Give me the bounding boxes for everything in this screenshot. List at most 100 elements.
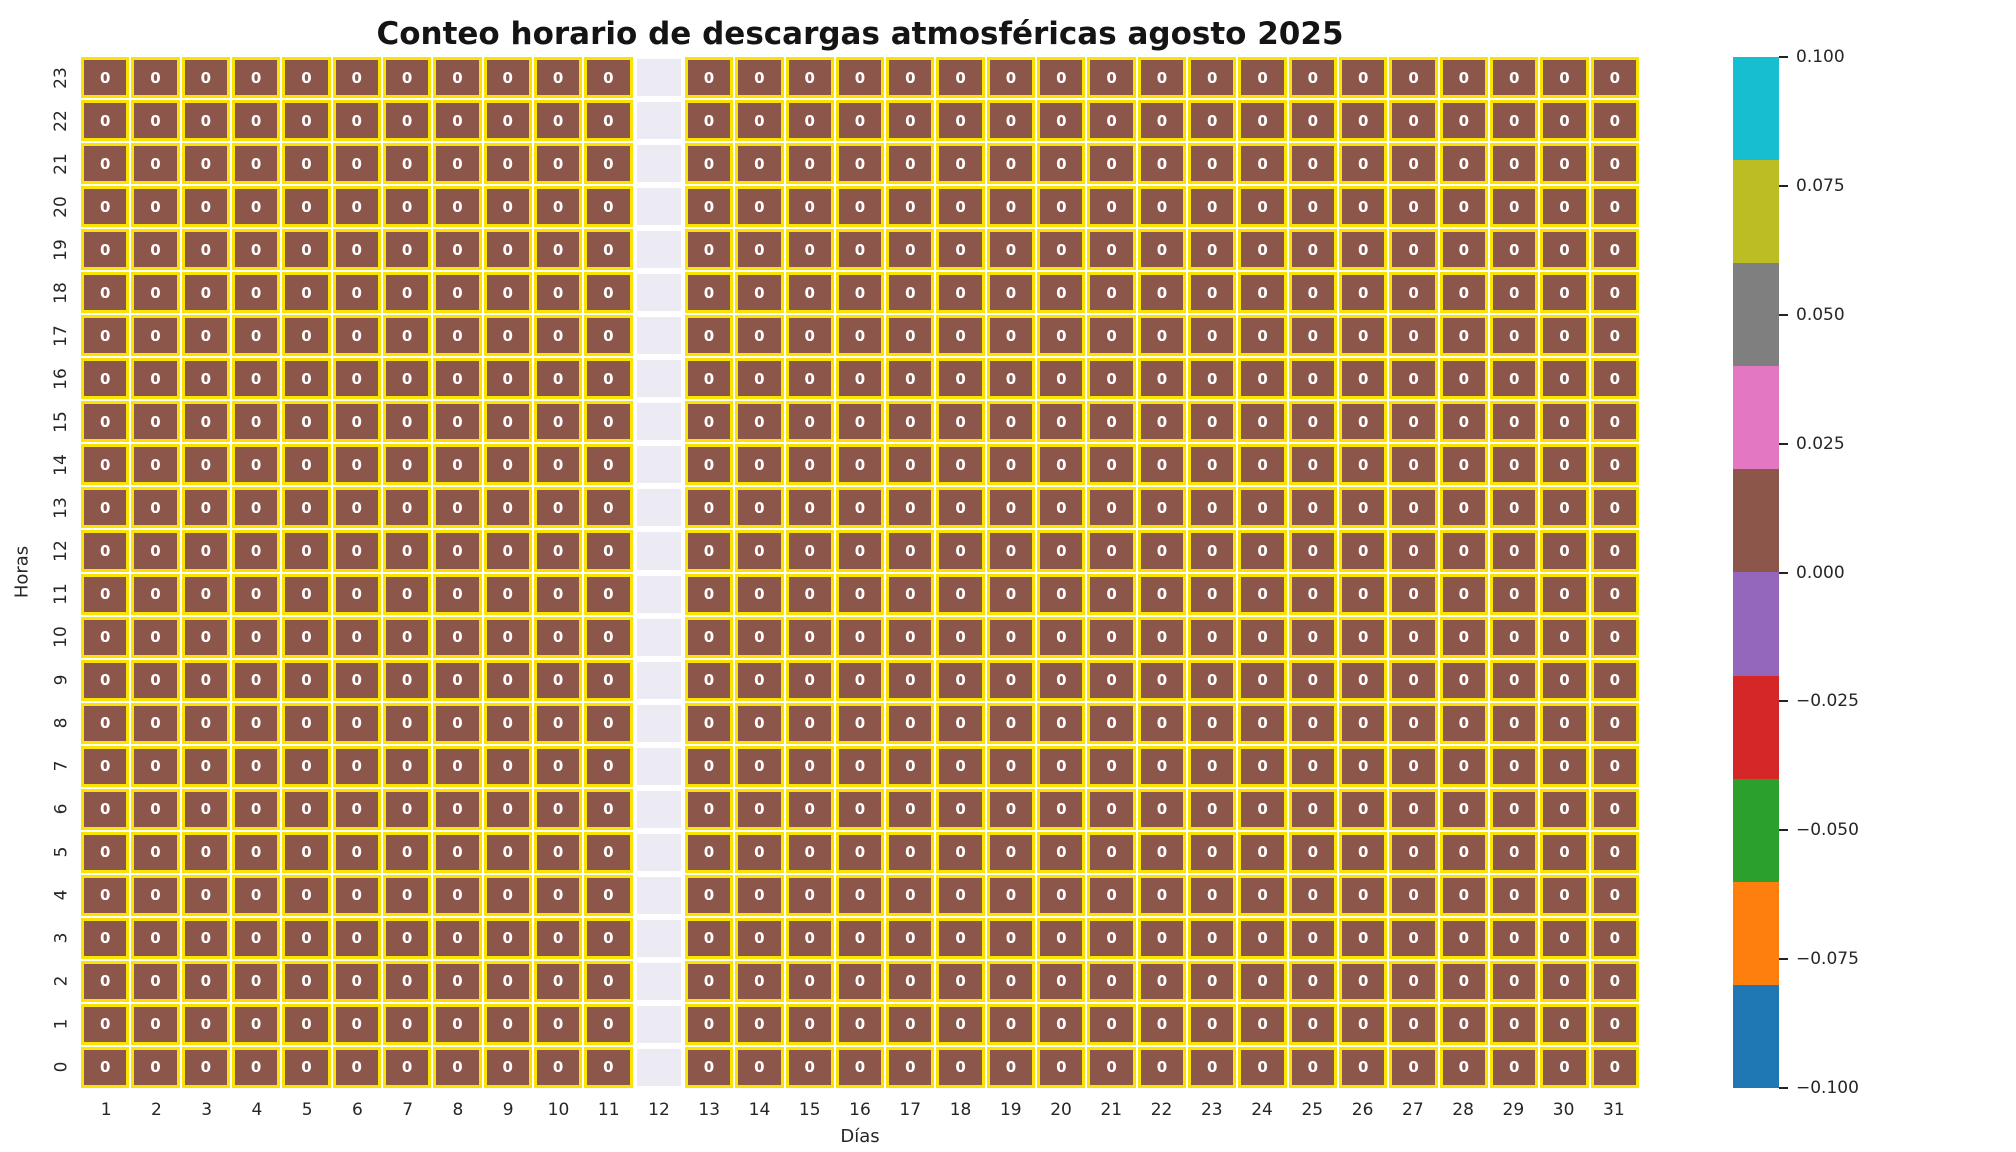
heatmap-cell: 0: [231, 702, 281, 744]
heatmap-cell: 0: [1188, 1003, 1237, 1045]
heatmap-cell: 0: [986, 960, 1036, 1002]
heatmap-cell: 0: [533, 917, 583, 959]
heatmap-cell: 0: [332, 702, 381, 744]
heatmap-cell: 0: [936, 315, 985, 357]
heatmap-cell: 0: [684, 616, 734, 658]
heatmap-cell: 0: [1339, 1003, 1388, 1045]
colorbar-tick-mark: [1779, 184, 1788, 187]
y-tick-label: 9: [50, 674, 71, 686]
heatmap-cell: 0: [81, 616, 130, 658]
heatmap-cell: 0: [1238, 702, 1287, 744]
heatmap-cell: 0: [1540, 917, 1589, 959]
heatmap-cell: 0: [735, 401, 784, 443]
heatmap-cell: 0: [936, 401, 985, 443]
heatmap-cell: 0: [131, 401, 180, 443]
heatmap-cell: 0: [835, 573, 885, 615]
heatmap-cell: 0: [433, 573, 482, 615]
heatmap-cell: 0: [282, 100, 331, 142]
heatmap-cell-missing: [634, 57, 683, 99]
heatmap-cell: 0: [1238, 100, 1287, 142]
heatmap-cell: 0: [282, 745, 331, 787]
heatmap-cell: 0: [533, 358, 583, 400]
heatmap-cell-missing: [634, 272, 683, 314]
heatmap-cell: 0: [483, 702, 532, 744]
heatmap-cell: 0: [684, 659, 734, 701]
heatmap-cell: 0: [181, 186, 230, 228]
heatmap-cell: 0: [231, 57, 281, 99]
heatmap-cell: 0: [231, 745, 281, 787]
heatmap-cell: 0: [584, 788, 633, 830]
heatmap-cell: 0: [533, 229, 583, 271]
heatmap-cell: 0: [936, 960, 985, 1002]
heatmap-cell: 0: [282, 272, 331, 314]
x-tick-label: 10: [547, 1100, 570, 1120]
heatmap-cell: 0: [886, 315, 935, 357]
heatmap-cell: 0: [81, 1046, 130, 1088]
heatmap-cell: 0: [1490, 659, 1539, 701]
heatmap-cell: 0: [986, 573, 1036, 615]
heatmap-cell: 0: [483, 487, 532, 529]
heatmap-cell: 0: [886, 788, 935, 830]
heatmap-cell: 0: [332, 745, 381, 787]
heatmap-cell: 0: [986, 401, 1036, 443]
heatmap-cell: 0: [735, 358, 784, 400]
heatmap-cell: 0: [986, 444, 1036, 486]
heatmap-cell: 0: [1540, 487, 1589, 529]
heatmap-cell: 0: [533, 1046, 583, 1088]
heatmap-cell: 0: [1439, 616, 1489, 658]
heatmap-cell: 0: [1339, 272, 1388, 314]
heatmap-cell: 0: [131, 444, 180, 486]
heatmap-cell: 0: [1339, 917, 1388, 959]
heatmap-cell: 0: [1188, 573, 1237, 615]
heatmap-cell: 0: [1037, 573, 1086, 615]
heatmap-cell: 0: [1590, 100, 1639, 142]
heatmap-cell: 0: [735, 100, 784, 142]
heatmap-cell: 0: [835, 745, 885, 787]
heatmap-cell: 0: [1288, 960, 1338, 1002]
colorbar-segment: [1733, 263, 1779, 367]
heatmap-cell: 0: [936, 229, 985, 271]
heatmap-cell: 0: [382, 917, 432, 959]
y-tick-label: 6: [50, 803, 71, 815]
heatmap-cell: 0: [483, 1003, 532, 1045]
colorbar-tick-mark: [1779, 56, 1788, 58]
heatmap-cell: 0: [1037, 100, 1086, 142]
heatmap-cell: 0: [382, 186, 432, 228]
heatmap-cell: 0: [1339, 702, 1388, 744]
x-tick-label: 4: [251, 1100, 263, 1120]
heatmap-cell: 0: [1540, 788, 1589, 830]
heatmap-cell: 0: [382, 57, 432, 99]
heatmap-cell: 0: [1188, 100, 1237, 142]
heatmap-cell: 0: [1590, 186, 1639, 228]
heatmap-cell: 0: [382, 1046, 432, 1088]
heatmap-cell: 0: [81, 702, 130, 744]
heatmap-cell: 0: [1389, 229, 1438, 271]
heatmap-cell: 0: [1288, 702, 1338, 744]
heatmap-cell: 0: [81, 57, 130, 99]
heatmap-cell: 0: [1389, 444, 1438, 486]
heatmap-cell: 0: [81, 831, 130, 873]
heatmap-cell: 0: [1389, 831, 1438, 873]
heatmap-cell: 0: [131, 100, 180, 142]
heatmap-cell: 0: [1238, 874, 1287, 916]
heatmap-cell: 0: [1238, 616, 1287, 658]
heatmap-cell-missing: [634, 401, 683, 443]
heatmap-cell: 0: [886, 831, 935, 873]
heatmap-cell: 0: [433, 702, 482, 744]
heatmap-cell: 0: [382, 315, 432, 357]
heatmap-cell: 0: [1540, 659, 1589, 701]
heatmap-cell: 0: [131, 358, 180, 400]
heatmap-cell: 0: [785, 57, 834, 99]
heatmap-cell: 0: [231, 315, 281, 357]
heatmap-cell: 0: [835, 874, 885, 916]
heatmap-cell: 0: [886, 272, 935, 314]
heatmap-cell: 0: [1288, 874, 1338, 916]
heatmap-cell: 0: [181, 487, 230, 529]
heatmap-cell: 0: [835, 917, 885, 959]
heatmap-cell: 0: [533, 186, 583, 228]
heatmap-cell: 0: [1389, 616, 1438, 658]
heatmap-cell: 0: [1590, 745, 1639, 787]
heatmap-cell: 0: [1490, 530, 1539, 572]
heatmap-cell: 0: [584, 143, 633, 185]
heatmap-cell: 0: [584, 186, 633, 228]
